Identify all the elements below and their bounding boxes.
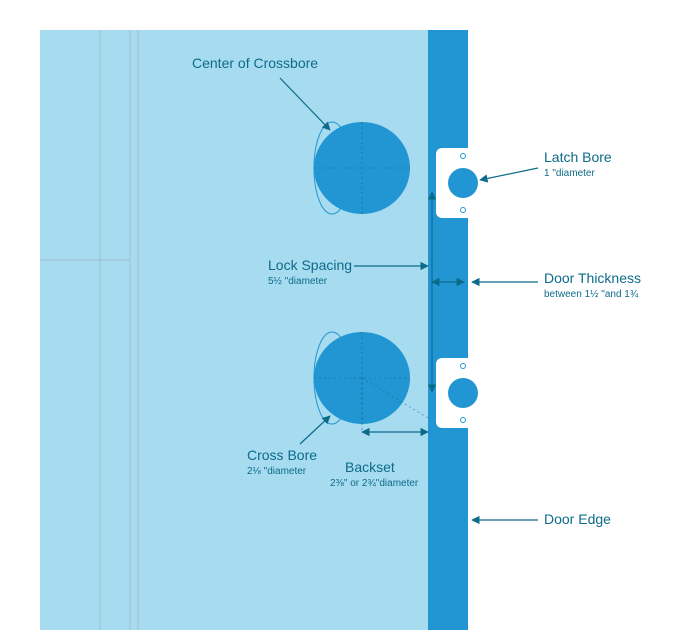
cross-bore-label: Cross Bore [247, 447, 317, 463]
cross-bore-sublabel: 2⅛ "diameter [247, 466, 307, 477]
backset-sublabel: 2⅜" or 2¾"diameter [330, 478, 419, 489]
latch-bottom-bore [448, 378, 478, 408]
door-bore-diagram: Center of Crossbore Lock Spacing 5½ "diame… [0, 0, 677, 630]
door-edge [428, 30, 468, 630]
door-thickness-label: Door Thickness [544, 270, 641, 286]
latch-bore-label: Latch Bore [544, 149, 612, 165]
door-thickness-sublabel: between 1½ "and 1¾ [544, 289, 639, 300]
door-edge-label: Door Edge [544, 511, 611, 527]
lock-spacing-sublabel: 5½ "diameter [268, 276, 328, 287]
door-face [40, 30, 428, 630]
latch-top-bore [448, 168, 478, 198]
lock-spacing-label: Lock Spacing [268, 257, 352, 273]
center-crossbore-label: Center of Crossbore [192, 55, 318, 71]
backset-label: Backset [345, 459, 395, 475]
latch-bore-sublabel: 1 "diameter [544, 168, 595, 179]
